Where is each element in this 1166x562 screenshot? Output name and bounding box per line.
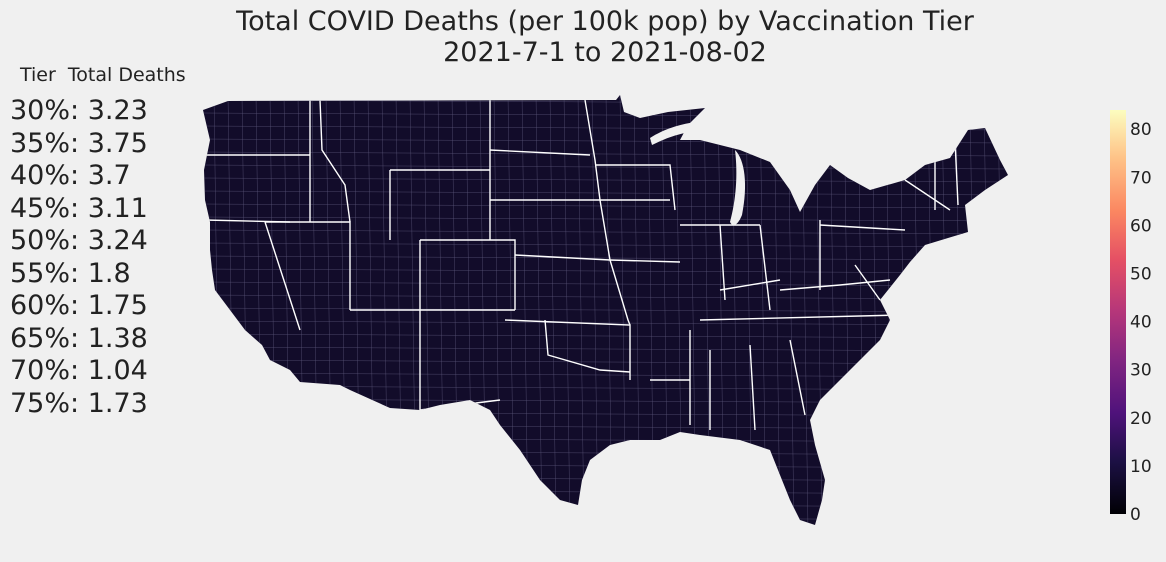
tier-list: 30%: 3.23 35%: 3.75 40%: 3.7 45%: 3.11 50%: … — [10, 95, 148, 420]
county-border — [927, 95, 935, 525]
county-border — [203, 268, 1008, 274]
state-border — [719, 279, 781, 291]
colorbar-tick-label: 80 — [1130, 120, 1152, 140]
colorbar-tick-label: 20 — [1130, 409, 1152, 429]
county-border — [563, 95, 571, 525]
tier-row: 30%: 3.23 — [10, 95, 148, 126]
county-border — [203, 320, 1008, 326]
county-border — [203, 294, 1008, 300]
state-border — [544, 319, 631, 373]
county-border — [203, 450, 1008, 456]
county-border — [521, 95, 529, 525]
tier-row: 50%: 3.24 — [10, 225, 148, 256]
title-line-1: Total COVID Deaths (per 100k pop) by Vac… — [236, 6, 974, 37]
tier-row: 40%: 3.7 — [10, 160, 131, 191]
county-border — [913, 95, 921, 525]
state-border — [265, 221, 351, 310]
tier-table-header: Tier Total Deaths — [20, 64, 186, 86]
county-border — [203, 515, 1008, 521]
county-border — [200, 529, 1010, 533]
title-line-2: 2021-7-1 to 2021-08-02 — [443, 37, 767, 68]
county-border — [203, 502, 1008, 508]
state-border — [609, 259, 631, 326]
county-border — [203, 307, 1008, 313]
colorbar-ticks: 0 10 20 30 40 50 60 70 80 — [1130, 120, 1152, 525]
state-border — [854, 264, 881, 301]
state-border — [609, 259, 681, 263]
state-border — [264, 221, 301, 331]
state-border — [420, 239, 516, 310]
county-border — [203, 255, 1008, 261]
colorbar-gradient — [1110, 110, 1126, 514]
tier-row: 35%: 3.75 — [10, 127, 148, 159]
lake-superior — [650, 120, 730, 145]
tier-row: 65%: 1.38 — [10, 322, 148, 354]
county-border — [997, 95, 1005, 525]
state-borders — [204, 99, 959, 431]
state-border — [789, 339, 806, 416]
chart-title: Total COVID Deaths (per 100k pop) by Vac… — [0, 6, 1166, 68]
state-border — [489, 149, 591, 156]
state-border — [699, 314, 901, 321]
state-border — [584, 99, 611, 261]
colorbar-tick-label: 50 — [1130, 265, 1152, 285]
county-border — [535, 95, 543, 525]
colorbar-tick-label: 60 — [1130, 216, 1152, 236]
state-border — [719, 224, 726, 301]
county-border — [203, 216, 1008, 222]
county-border — [885, 95, 893, 525]
state-border — [779, 279, 891, 291]
county-border — [203, 190, 1008, 196]
county-border — [203, 203, 1008, 209]
state-border — [595, 164, 676, 211]
state-border — [819, 224, 906, 231]
county-border — [203, 95, 207, 525]
state-border — [759, 224, 771, 311]
tier-column-label: Tier — [20, 64, 56, 86]
tier-row: 45%: 3.11 — [10, 192, 148, 224]
county-border — [203, 281, 1008, 287]
county-border — [203, 476, 1008, 482]
tier-row: 60%: 1.75 — [10, 290, 148, 321]
state-border — [514, 254, 611, 261]
lake-michigan — [730, 150, 746, 226]
colorbar-tick-label: 10 — [1130, 457, 1152, 477]
state-border — [904, 179, 951, 211]
state-border — [319, 99, 351, 223]
tier-row: 55%: 1.8 — [10, 257, 131, 289]
county-border — [577, 95, 585, 525]
deaths-column-label: Total Deaths — [67, 64, 186, 86]
state-border — [749, 344, 756, 431]
tier-row: 75%: 1.73 — [10, 387, 148, 419]
tier-row: 70%: 1.04 — [10, 355, 148, 386]
county-border — [203, 242, 1008, 248]
county-border — [203, 463, 1008, 469]
colorbar-tick-label: 0 — [1130, 505, 1141, 525]
colorbar: 0 10 20 30 40 50 60 70 80 — [1110, 110, 1152, 525]
colorbar-tick-label: 70 — [1130, 168, 1152, 188]
county-border — [549, 95, 557, 525]
county-border — [203, 333, 1008, 339]
colorbar-tick-label: 40 — [1130, 313, 1152, 333]
colorbar-tick-label: 30 — [1130, 361, 1152, 381]
state-border — [954, 139, 959, 206]
county-border — [899, 95, 907, 525]
county-border — [203, 489, 1008, 495]
